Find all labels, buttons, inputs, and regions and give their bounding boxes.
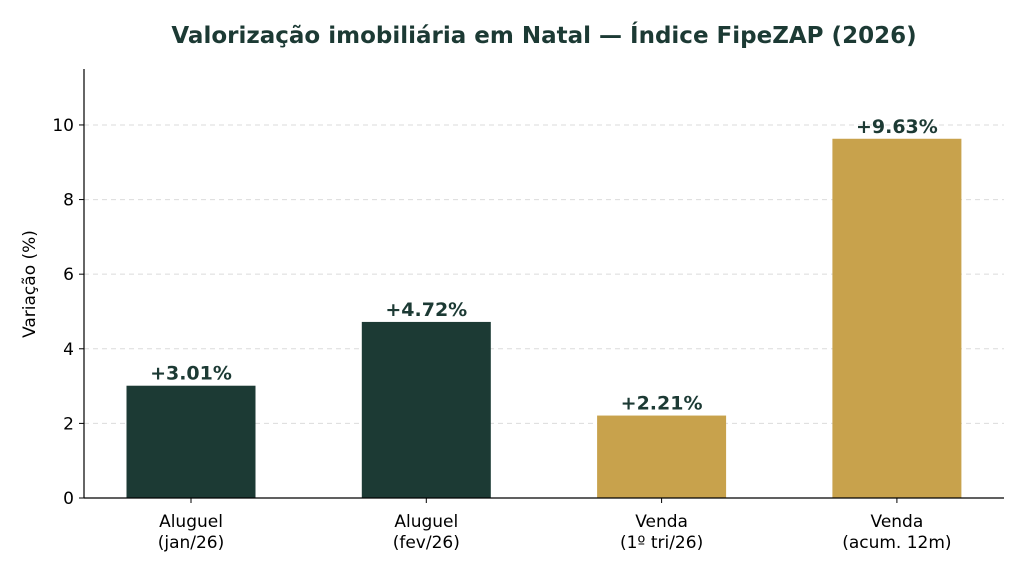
data-label: +2.21% bbox=[621, 393, 703, 415]
y-axis-label: Variação (%) bbox=[20, 230, 40, 338]
y-tick-label: 4 bbox=[63, 340, 74, 360]
bar bbox=[597, 415, 727, 498]
data-label: +9.63% bbox=[856, 116, 938, 138]
x-tick-label: Venda bbox=[871, 512, 924, 532]
data-label: +3.01% bbox=[150, 363, 232, 385]
bar bbox=[832, 138, 962, 498]
x-tick-label: (1º tri/26) bbox=[620, 533, 703, 553]
x-tick-label: Aluguel bbox=[394, 512, 458, 532]
axes bbox=[83, 69, 1004, 499]
bars bbox=[126, 138, 962, 498]
chart-title: Valorização imobiliária em Natal — Índic… bbox=[171, 21, 916, 49]
y-tick-label: 10 bbox=[52, 116, 74, 136]
data-label: +4.72% bbox=[385, 299, 467, 321]
y-tick-label: 2 bbox=[63, 414, 74, 434]
x-tick-label: Aluguel bbox=[159, 512, 223, 532]
bar bbox=[361, 321, 491, 498]
x-ticks: Aluguel(jan/26)Aluguel(fev/26)Venda(1º t… bbox=[158, 498, 952, 553]
bar bbox=[126, 385, 256, 498]
x-tick-label: Venda bbox=[635, 512, 688, 532]
y-tick-label: 0 bbox=[63, 489, 74, 509]
x-tick-label: (acum. 12m) bbox=[842, 533, 951, 553]
y-tick-label: 6 bbox=[63, 265, 74, 285]
y-tick-label: 8 bbox=[63, 191, 74, 211]
x-tick-label: (jan/26) bbox=[158, 533, 225, 553]
data-labels: +3.01% +4.72% +2.21% +9.63% bbox=[150, 116, 938, 415]
x-tick-label: (fev/26) bbox=[393, 533, 460, 553]
y-ticks: 0 2 4 6 8 10 bbox=[52, 116, 84, 509]
